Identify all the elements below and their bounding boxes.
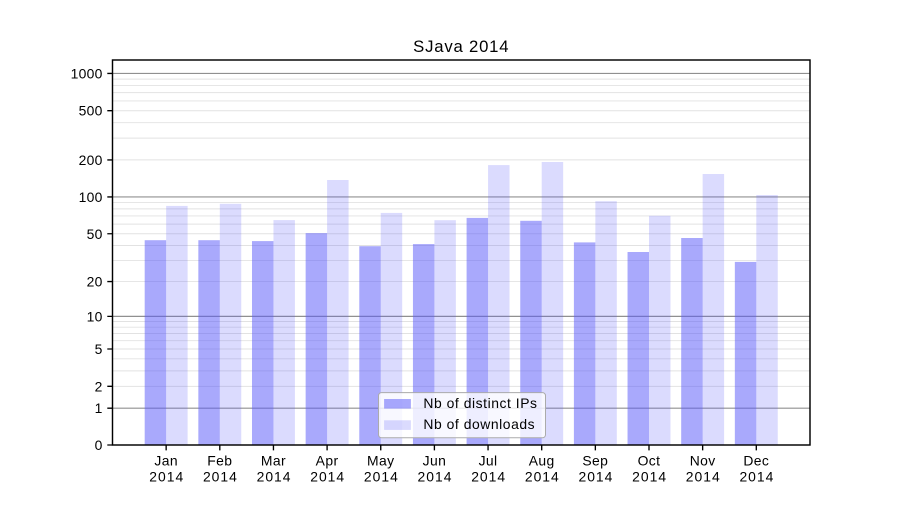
svg-text:2014: 2014 — [364, 468, 399, 484]
svg-text:Oct: Oct — [638, 452, 661, 468]
svg-text:2014: 2014 — [578, 468, 613, 484]
svg-text:0: 0 — [95, 437, 103, 453]
svg-text:Jan: Jan — [154, 452, 178, 468]
svg-text:1: 1 — [95, 400, 103, 416]
svg-text:Feb: Feb — [207, 452, 232, 468]
svg-text:20: 20 — [87, 274, 103, 290]
svg-text:2014: 2014 — [739, 468, 774, 484]
svg-text:Nb of distinct IPs: Nb of distinct IPs — [423, 395, 537, 411]
svg-text:Nb of downloads: Nb of downloads — [423, 416, 535, 432]
svg-text:50: 50 — [87, 226, 103, 242]
svg-text:200: 200 — [79, 152, 103, 168]
svg-text:2014: 2014 — [418, 468, 453, 484]
svg-text:May: May — [367, 452, 394, 468]
svg-text:2014: 2014 — [471, 468, 506, 484]
svg-text:Mar: Mar — [261, 452, 286, 468]
svg-text:Nov: Nov — [690, 452, 716, 468]
svg-text:Jul: Jul — [479, 452, 498, 468]
svg-text:2: 2 — [95, 378, 103, 394]
svg-text:Sep: Sep — [582, 452, 608, 468]
svg-text:100: 100 — [79, 189, 103, 205]
svg-text:Dec: Dec — [743, 452, 769, 468]
svg-text:2014: 2014 — [632, 468, 667, 484]
svg-text:500: 500 — [79, 103, 103, 119]
svg-text:2014: 2014 — [686, 468, 721, 484]
svg-text:Aug: Aug — [529, 452, 555, 468]
svg-text:5: 5 — [95, 341, 103, 357]
svg-text:1000: 1000 — [71, 65, 103, 81]
svg-text:2014: 2014 — [203, 468, 238, 484]
svg-text:2014: 2014 — [525, 468, 560, 484]
svg-text:2014: 2014 — [149, 468, 184, 484]
svg-text:10: 10 — [87, 308, 103, 324]
svg-text:SJava 2014: SJava 2014 — [413, 37, 509, 56]
svg-text:Jun: Jun — [423, 452, 447, 468]
svg-text:2014: 2014 — [310, 468, 345, 484]
svg-text:Apr: Apr — [316, 452, 339, 468]
svg-text:2014: 2014 — [257, 468, 292, 484]
